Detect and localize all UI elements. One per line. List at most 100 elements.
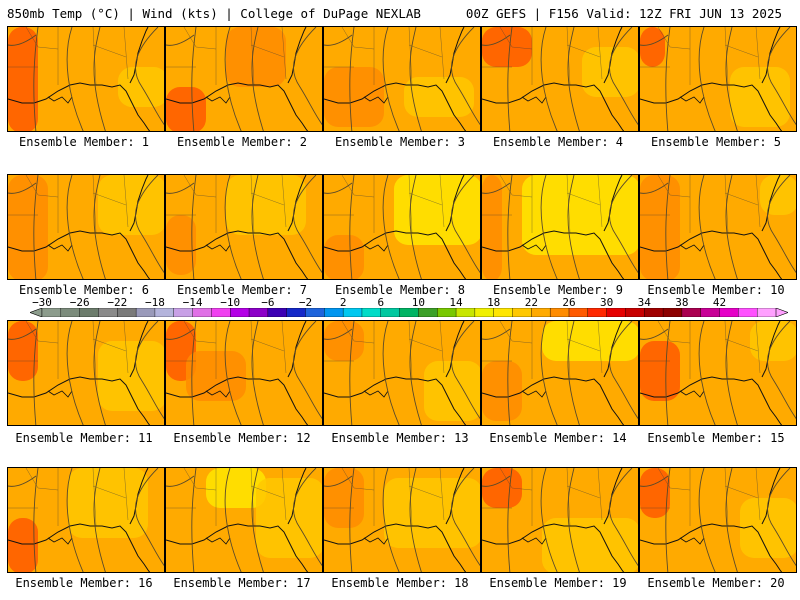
ensemble-panel: [639, 467, 797, 573]
ensemble-panel: [165, 174, 323, 280]
colorbar-segment: [60, 308, 81, 317]
valid-time: 00Z GEFS | F156 Valid: 12Z FRI JUN 13 20…: [465, 6, 782, 21]
colorbar-segment: [681, 308, 702, 317]
colorbar-segment: [662, 308, 683, 317]
colorbar-segment: [135, 308, 156, 317]
colorbar-segment: [568, 308, 589, 317]
colorbar-tick-label: 30: [599, 296, 614, 309]
colorbar-segment: [399, 308, 419, 317]
colorbar-segment: [644, 308, 664, 317]
colorbar-tick-label: 14: [449, 296, 463, 309]
member-caption: Ensemble Member: 6: [18, 283, 150, 297]
colorbar-tick-label: −2: [298, 296, 313, 309]
colorbar-tick-label: −22: [107, 296, 128, 309]
ensemble-panel: [639, 26, 797, 132]
ensemble-panel: [165, 26, 323, 132]
colorbar-segment: [437, 308, 457, 317]
member-caption: Ensemble Member: 2: [176, 135, 308, 149]
member-caption: Ensemble Member: 15: [647, 431, 785, 445]
ensemble-panel: [481, 26, 639, 132]
colorbar-tick-label: −10: [220, 296, 241, 309]
member-caption: Ensemble Member: 19: [489, 576, 627, 590]
member-caption: Ensemble Member: 11: [15, 431, 153, 445]
ensemble-panel: [165, 320, 323, 426]
colorbar-tick-label: 38: [675, 296, 689, 309]
ensemble-panel: [165, 467, 323, 573]
member-caption: Ensemble Member: 7: [176, 283, 308, 297]
map-title: 850mb Temp (°C) | Wind (kts) | College o…: [7, 6, 421, 21]
colorbar-segment: [267, 308, 288, 317]
ensemble-panel: [323, 26, 481, 132]
colorbar-tick-label: 6: [377, 296, 385, 309]
ensemble-panel: [481, 174, 639, 280]
member-caption: Ensemble Member: 16: [15, 576, 153, 590]
colorbar-arrow-left: [30, 308, 43, 317]
colorbar-segment: [41, 308, 62, 317]
member-caption: Ensemble Member: 13: [331, 431, 469, 445]
member-caption: Ensemble Member: 8: [334, 283, 466, 297]
ensemble-panel: [481, 320, 639, 426]
colorbar-segment: [512, 308, 532, 317]
colorbar-segment: [173, 308, 194, 317]
colorbar-segment: [211, 308, 231, 317]
ensemble-panel: [323, 174, 481, 280]
colorbar-segment: [549, 308, 570, 317]
ensemble-panel: [7, 467, 165, 573]
member-caption: Ensemble Member: 3: [334, 135, 466, 149]
colorbar-tick-label: −30: [32, 296, 52, 309]
colorbar-segment: [380, 308, 401, 317]
ensemble-panel: [7, 174, 165, 280]
member-caption: Ensemble Member: 12: [173, 431, 311, 445]
member-caption: Ensemble Member: 4: [492, 135, 624, 149]
colorbar-segment: [738, 308, 758, 317]
member-caption: Ensemble Member: 9: [492, 283, 624, 297]
member-caption: Ensemble Member: 10: [647, 283, 785, 297]
member-caption: Ensemble Member: 1: [18, 135, 150, 149]
colorbar-tick-label: 22: [524, 296, 538, 309]
colorbar-segment: [531, 308, 551, 317]
colorbar-segment: [455, 308, 476, 317]
temperature-colorbar: [30, 308, 788, 317]
colorbar-segment: [587, 308, 608, 317]
colorbar-segment: [342, 308, 363, 317]
colorbar-segment: [230, 308, 250, 317]
colorbar-segment: [625, 308, 645, 317]
colorbar-segment: [305, 308, 325, 317]
colorbar-segment: [324, 308, 344, 317]
colorbar-segment: [154, 308, 175, 317]
colorbar-tick-label: 18: [487, 296, 501, 309]
ensemble-panel: [7, 320, 165, 426]
colorbar-tick-label: 10: [411, 296, 426, 309]
colorbar-segment: [79, 308, 99, 317]
colorbar-segment: [606, 308, 626, 317]
colorbar-tick-label: 42: [712, 296, 727, 309]
colorbar-tick-label: −6: [261, 296, 275, 309]
ensemble-panel: [7, 26, 165, 132]
colorbar-segment: [361, 308, 382, 317]
colorbar-tick-label: −14: [182, 296, 203, 309]
ensemble-panel: [323, 467, 481, 573]
member-caption: Ensemble Member: 17: [173, 576, 311, 590]
ensemble-panel: [323, 320, 481, 426]
member-caption: Ensemble Member: 14: [489, 431, 627, 445]
colorbar-segment: [248, 308, 269, 317]
member-caption: Ensemble Member: 20: [647, 576, 785, 590]
colorbar-segment: [700, 308, 721, 317]
colorbar-segment: [117, 308, 137, 317]
colorbar-segment: [493, 308, 514, 317]
member-caption: Ensemble Member: 5: [650, 135, 782, 149]
ensemble-panel: [639, 174, 797, 280]
ensemble-panel: [639, 320, 797, 426]
colorbar-tick-label: −26: [69, 296, 90, 309]
member-caption: Ensemble Member: 18: [331, 576, 469, 590]
colorbar-segment: [286, 308, 306, 317]
colorbar-tick-label: −18: [144, 296, 165, 309]
colorbar-segment: [474, 308, 495, 317]
colorbar-segment: [418, 308, 438, 317]
colorbar-segment: [719, 308, 739, 317]
colorbar-arrow-right: [775, 308, 788, 317]
colorbar-segment: [192, 308, 212, 317]
colorbar-tick-label: 34: [637, 296, 651, 309]
colorbar-tick-label: 26: [562, 296, 576, 309]
colorbar-tick-label: 2: [339, 296, 347, 309]
